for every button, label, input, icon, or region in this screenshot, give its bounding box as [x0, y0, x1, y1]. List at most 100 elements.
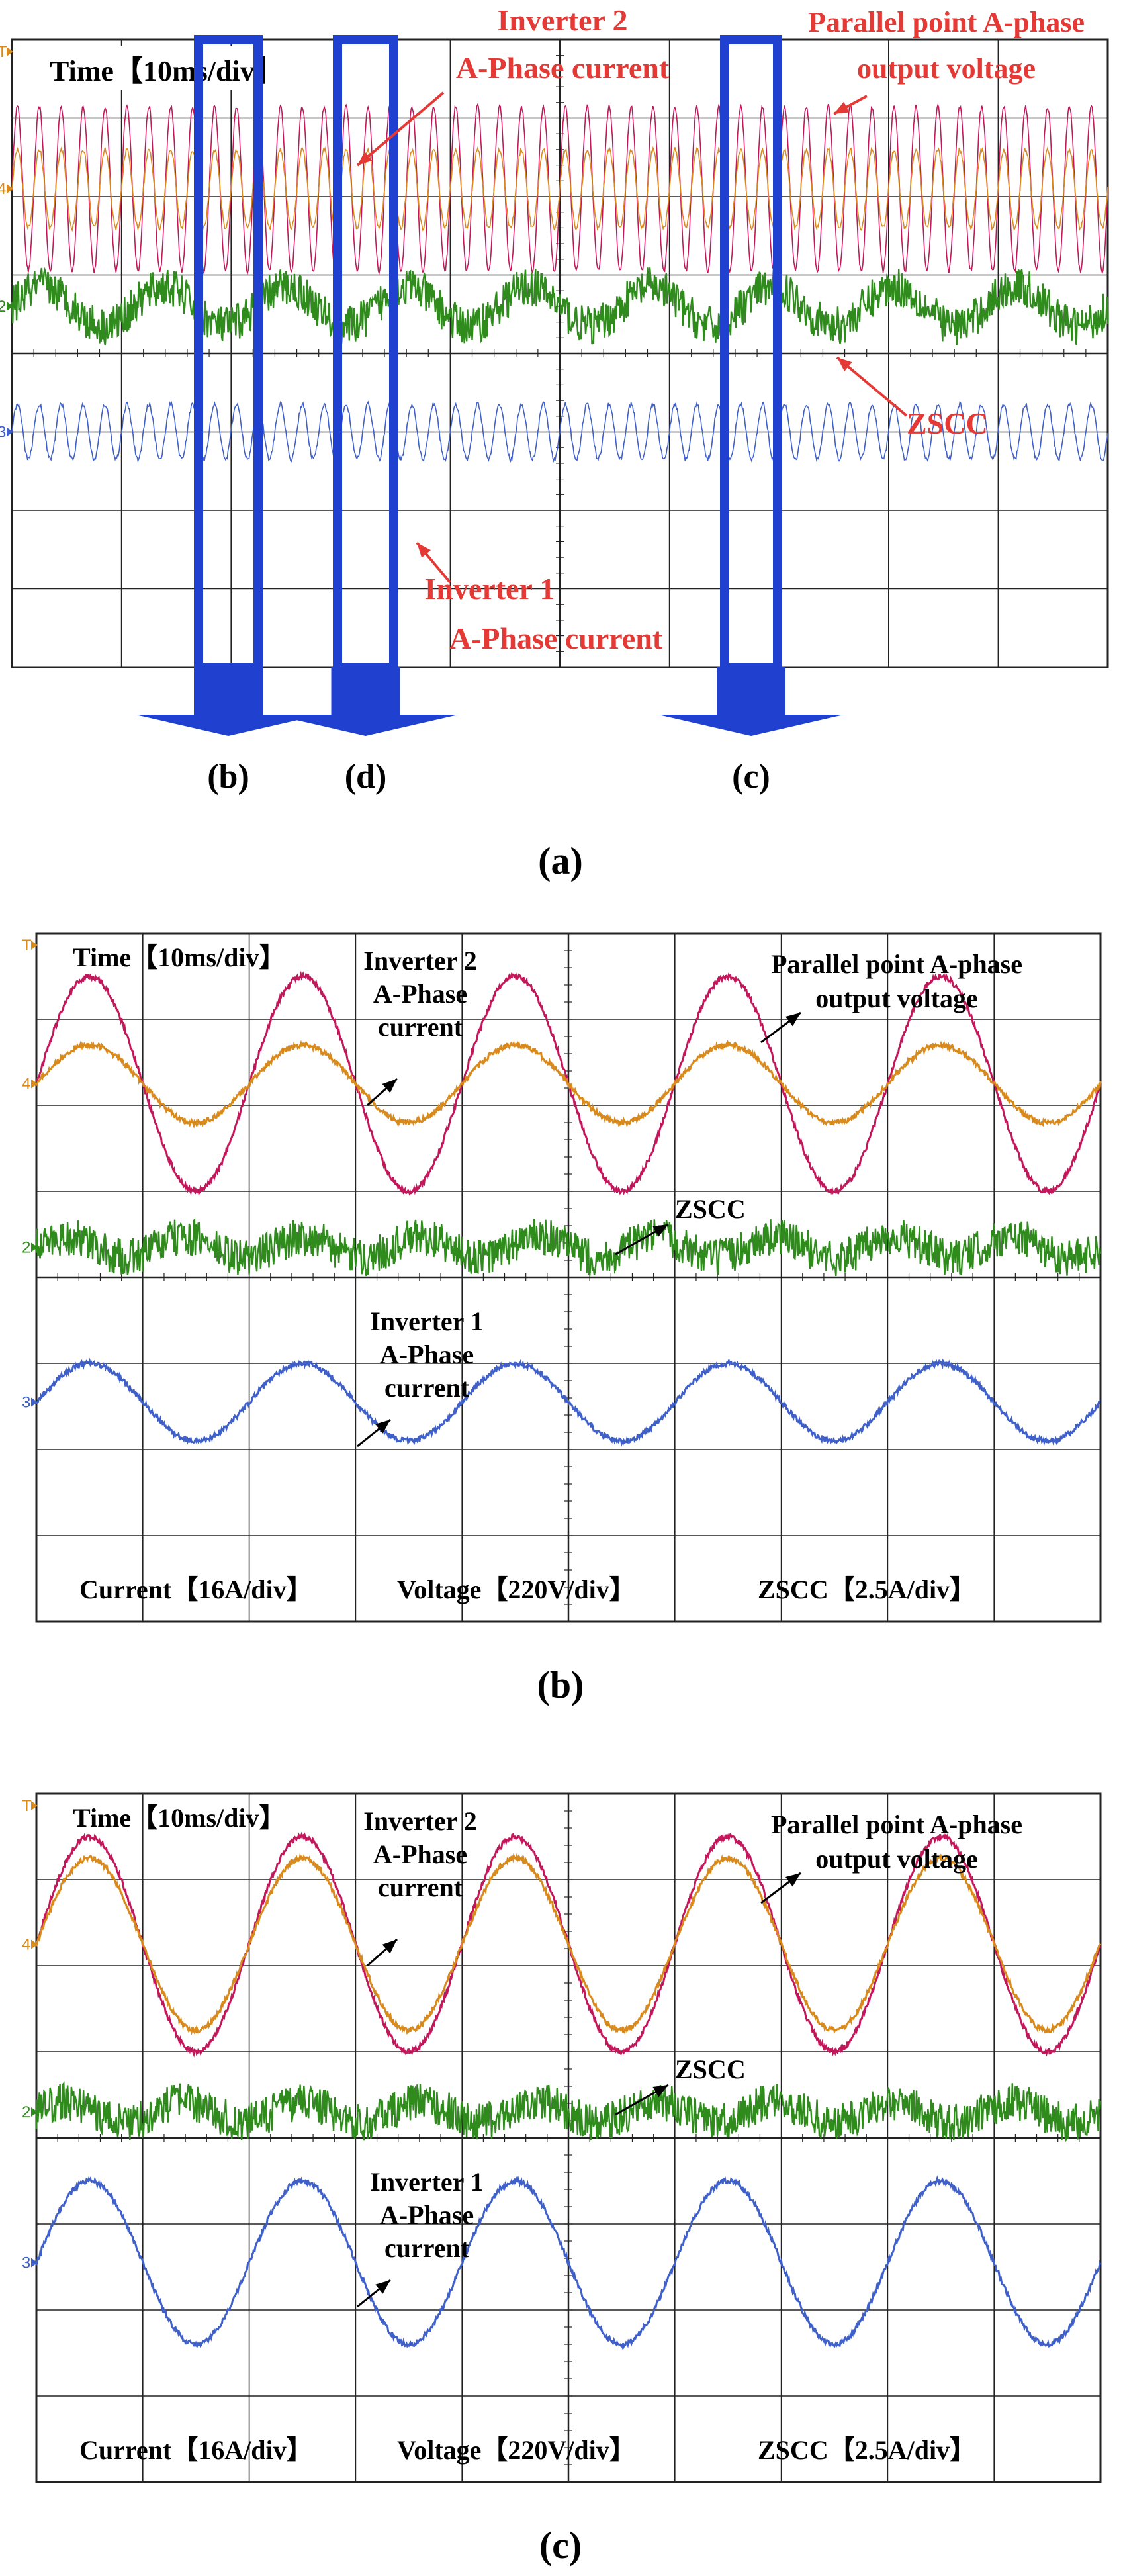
trigger-marker-icon: [31, 1801, 38, 1810]
trigger-marker: T: [22, 1797, 32, 1815]
annotation-inverter2-arrow-b: [367, 1078, 398, 1107]
time-scale-label-c: Time【10ms/div】: [73, 1803, 286, 1833]
annotation-voltage-line2: output voltage: [857, 52, 1036, 85]
annotation-inverter1-arrow-b-head: [375, 1420, 390, 1434]
annotation-inverter1-line3-b: current: [384, 1373, 470, 1403]
annotation-inverter2-arrow: [356, 91, 445, 167]
time-scale-label-b: Time【10ms/div】: [73, 943, 286, 972]
annotation-voltage-line1: Parallel point A-phase: [808, 6, 1085, 38]
annotation-inverter1-line1-b: Inverter 1: [370, 1307, 483, 1336]
trigger-marker: T: [22, 937, 32, 954]
time-scale-label: Time【10ms/div】: [50, 55, 284, 87]
window-arrow-head-2: [658, 715, 844, 736]
trigger-marker-icon: [31, 941, 38, 950]
scale-voltage-c: Voltage【220V/div】: [397, 2435, 636, 2465]
channel-2-marker: 2: [22, 1239, 30, 1257]
annotation-inverter2-arrow-head: [357, 151, 373, 165]
annotation-voltage-arrow-c: [760, 1872, 801, 1904]
annotation-inverter1-line2-c: A-Phase: [380, 2200, 474, 2230]
trace-zscc-c: [35, 2081, 1102, 2142]
trace-inverter2-b: [36, 1040, 1102, 1129]
annotation-zscc-label-c: ZSCC: [675, 2054, 746, 2084]
channel-4-marker: 4: [22, 1076, 30, 1093]
channel-3-marker: 3: [22, 1394, 30, 1412]
annotation-inverter2-line1-c: Inverter 2: [363, 1806, 476, 1836]
window-arrow-head-0: [136, 715, 321, 736]
window-arrow-body-0: [194, 667, 263, 717]
panel-b-overlays: Time【10ms/div】 Inverter 2A-PhasecurrentPa…: [73, 943, 1022, 1706]
panel-a-overlays: Time【10ms/div】 (b) (d) (c) Inverter 2 A-Phase…: [40, 3, 1085, 882]
annotation-voltage-arrow-b-head: [785, 1013, 801, 1027]
channel-2-marker: 2: [22, 2103, 30, 2121]
channel-2-marker-icon: [7, 301, 13, 311]
channel-4-marker-icon: [31, 1079, 38, 1089]
oscilloscope-panel-c: T 4 2 3: [22, 1792, 1102, 2483]
channel-3-marker-icon: [31, 2258, 38, 2268]
annotation-zscc-arrow-b-head: [652, 1224, 668, 1237]
scale-current-b: Current【16A/div】: [79, 1575, 313, 1604]
annotation-inverter2-line2: A-Phase current: [456, 51, 670, 85]
annotation-voltage-line1-b: Parallel point A-phase: [771, 949, 1022, 979]
annotation-zscc-arrow-c-head: [652, 2085, 668, 2097]
oscilloscope-panel-b: T 4 2 3: [22, 932, 1102, 1623]
annotation-inverter1-arrow-b: [357, 1418, 391, 1448]
annotation-inverter1-arrow-c: [357, 2279, 391, 2308]
channel-4-marker-icon: [7, 184, 13, 194]
scale-voltage-b: Voltage【220V/div】: [397, 1575, 636, 1604]
annotation-zscc-arrow-shaft: [836, 356, 908, 417]
window-label-2: (c): [732, 758, 770, 796]
annotation-inverter1-arrow-c-head: [375, 2280, 390, 2294]
scale-current-c: Current【16A/div】: [79, 2435, 313, 2465]
annotation-voltage-arrow-c-head: [785, 1873, 801, 1887]
scope-grid-b: [36, 933, 1100, 1622]
annotation-inverter1-line2-b: A-Phase: [380, 1340, 474, 1369]
annotation-inverter2-line1: Inverter 2: [497, 3, 627, 37]
trace-zscc-b: [35, 1217, 1102, 1277]
annotation-voltage-line2-c: output voltage: [815, 1844, 978, 1874]
scale-zscc-b: ZSCC【2.5A/div】: [758, 1575, 976, 1604]
caption-b: (b): [537, 1663, 584, 1706]
annotation-zscc-arrow-c: [615, 2084, 669, 2116]
channel-2-marker: 2: [0, 298, 6, 316]
annotation-voltage-line1-c: Parallel point A-phase: [771, 1810, 1022, 1839]
annotation-inverter1-arrow: [416, 541, 451, 584]
channel-3-marker: 3: [22, 2254, 30, 2272]
annotation-zscc-label: ZSCC: [907, 406, 988, 440]
window-arrow-body-2: [717, 667, 785, 717]
channel-4-marker-icon: [31, 1939, 38, 1949]
window-label-1: (d): [345, 758, 387, 796]
caption-a: (a): [538, 839, 583, 882]
annotation-voltage-arrow-head: [834, 101, 850, 114]
trigger-marker-icon: [7, 47, 13, 56]
window-arrow-head-1: [273, 715, 459, 736]
caption-c: (c): [539, 2524, 582, 2567]
scale-zscc-c: ZSCC【2.5A/div】: [758, 2435, 976, 2465]
annotation-inverter2-arrow-c-head: [382, 1939, 397, 1954]
annotation-inverter2-line3-c: current: [378, 1872, 463, 1902]
trace-inverter1-b: [35, 1357, 1101, 1448]
annotation-inverter1-line2: A-Phase current: [449, 621, 663, 655]
annotation-inverter2-line3-b: current: [378, 1012, 463, 1042]
window-arrow-body-1: [331, 667, 400, 717]
trace-inverter2-c: [35, 1852, 1102, 2035]
annotation-inverter1-line3-c: current: [384, 2233, 470, 2263]
annotation-inverter2-line2-c: A-Phase: [373, 1839, 467, 1869]
annotation-inverter2-line1-b: Inverter 2: [363, 946, 476, 976]
annotation-inverter1-line1-c: Inverter 1: [370, 2167, 483, 2197]
trigger-marker: T: [0, 43, 7, 61]
annotation-voltage-arrow-b: [760, 1011, 801, 1044]
annotation-inverter1-arrow-head: [417, 543, 431, 558]
channel-4-marker: 4: [0, 180, 6, 198]
annotation-inverter2-arrow-b-head: [382, 1079, 397, 1093]
annotation-zscc-arrow: [836, 356, 908, 417]
channel-2-marker-icon: [31, 1242, 38, 1252]
channel-3-marker-icon: [31, 1397, 38, 1407]
annotation-inverter2-arrow-shaft: [356, 91, 445, 167]
annotation-inverter2-arrow-c: [367, 1938, 398, 1967]
annotation-zscc-arrow-b: [615, 1223, 669, 1256]
annotation-voltage-line2-b: output voltage: [815, 984, 978, 1013]
annotation-voltage-arrow: [833, 95, 868, 115]
annotation-zscc-label-b: ZSCC: [675, 1194, 746, 1224]
annotation-inverter2-line2-b: A-Phase: [373, 979, 467, 1009]
